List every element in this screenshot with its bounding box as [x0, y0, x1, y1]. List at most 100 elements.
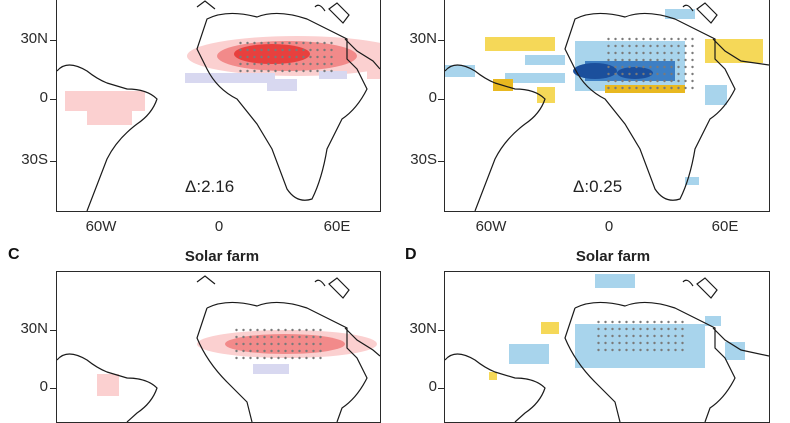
stipple-dot — [677, 86, 680, 90]
stipple-dot — [674, 334, 677, 338]
stipple-dot — [625, 348, 628, 352]
stipple-dot — [625, 334, 628, 338]
stipple-dot — [319, 349, 322, 353]
stipple-dot — [302, 69, 305, 73]
stipple-dot — [681, 341, 684, 345]
stipple-dot — [653, 320, 656, 324]
map-d — [445, 274, 769, 422]
stipple-dot — [649, 65, 652, 69]
stipple-dot — [660, 341, 663, 345]
stipple-dot — [635, 86, 638, 90]
stipple-dot — [281, 48, 284, 52]
stipple-layer-a — [239, 41, 333, 73]
tick-30n-b — [438, 40, 444, 41]
stipple-dot — [302, 41, 305, 45]
stipple-dot — [663, 86, 666, 90]
stipple-dot — [312, 328, 315, 332]
stipple-dot — [312, 342, 315, 346]
panel-label-d: D — [405, 246, 417, 263]
stipple-dot — [621, 58, 624, 62]
stipple-dot — [302, 48, 305, 52]
stipple-dot — [239, 48, 242, 52]
stipple-dot — [646, 327, 649, 331]
stipple-dot — [649, 51, 652, 55]
stipple-dot — [330, 41, 333, 45]
anomaly-layer-d — [489, 274, 745, 380]
stipple-dot — [663, 79, 666, 83]
stipple-dot — [618, 320, 621, 324]
stipple-dot — [670, 86, 673, 90]
stipple-dot — [284, 328, 287, 332]
stipple-dot — [649, 72, 652, 76]
stipple-dot — [628, 72, 631, 76]
tick-30n-c — [50, 330, 56, 331]
stipple-dot — [646, 348, 649, 352]
stipple-dot — [674, 327, 677, 331]
stipple-dot — [309, 62, 312, 66]
stipple-dot — [323, 62, 326, 66]
stipple-dot — [309, 48, 312, 52]
stipple-dot — [670, 58, 673, 62]
stipple-dot — [632, 327, 635, 331]
stipple-dot — [628, 79, 631, 83]
stipple-dot — [291, 328, 294, 332]
stipple-dot — [235, 328, 238, 332]
stipple-dot — [309, 69, 312, 73]
stipple-dot — [239, 69, 242, 73]
stipple-dot — [646, 320, 649, 324]
stipple-dot — [639, 320, 642, 324]
stipple-dot — [288, 55, 291, 59]
stipple-dot — [270, 349, 273, 353]
stipple-dot — [312, 335, 315, 339]
stipple-dot — [607, 44, 610, 48]
lat-label-30n-a: 30N — [20, 30, 48, 47]
stipple-dot — [235, 356, 238, 360]
stipple-dot — [656, 37, 659, 41]
map-c — [57, 275, 380, 422]
stipple-dot — [656, 58, 659, 62]
stipple-dot — [677, 58, 680, 62]
stipple-dot — [323, 55, 326, 59]
stipple-dot — [691, 44, 694, 48]
stipple-dot — [663, 65, 666, 69]
stipple-dot — [256, 342, 259, 346]
delta-value-b: Δ:0.25 — [573, 177, 623, 196]
stipple-dot — [316, 41, 319, 45]
stipple-dot — [323, 69, 326, 73]
stipple-dot — [267, 62, 270, 66]
stipple-dot — [288, 69, 291, 73]
stipple-dot — [660, 320, 663, 324]
stipple-dot — [309, 55, 312, 59]
stipple-dot — [691, 65, 694, 69]
stipple-dot — [267, 48, 270, 52]
stipple-layer-b — [607, 37, 694, 90]
stipple-dot — [235, 349, 238, 353]
stipple-dot — [256, 356, 259, 360]
stipple-dot — [642, 51, 645, 55]
stipple-dot — [319, 342, 322, 346]
stipple-dot — [284, 342, 287, 346]
stipple-dot — [305, 328, 308, 332]
stipple-dot — [246, 69, 249, 73]
map-panel-c — [56, 271, 381, 423]
stipple-dot — [642, 72, 645, 76]
stipple-dot — [677, 72, 680, 76]
lon-label-60e-b: 60E — [711, 218, 739, 235]
stipple-dot — [260, 62, 263, 66]
stipple-dot — [319, 328, 322, 332]
stipple-dot — [295, 41, 298, 45]
lat-label-30s-b: 30S — [410, 151, 437, 168]
stipple-dot — [667, 348, 670, 352]
stipple-dot — [274, 69, 277, 73]
stipple-dot — [674, 341, 677, 345]
stipple-dot — [681, 320, 684, 324]
stipple-dot — [604, 334, 607, 338]
stipple-dot — [677, 65, 680, 69]
stipple-dot — [670, 51, 673, 55]
stipple-dot — [604, 341, 607, 345]
stipple-dot — [614, 65, 617, 69]
stipple-dot — [691, 79, 694, 83]
stipple-dot — [323, 48, 326, 52]
stipple-dot — [611, 341, 614, 345]
stipple-dot — [249, 349, 252, 353]
